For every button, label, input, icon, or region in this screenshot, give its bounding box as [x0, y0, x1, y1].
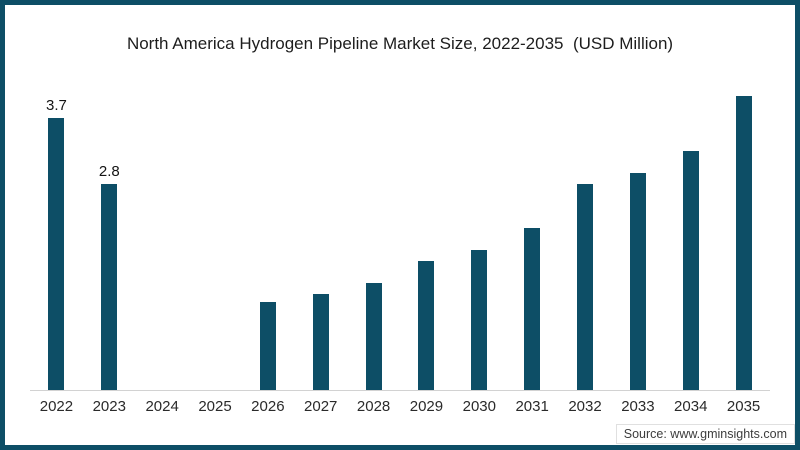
- bar-slot-2030: [453, 66, 506, 390]
- bar-slot-2035: [717, 66, 770, 390]
- x-tick-label-2035: 2035: [726, 398, 761, 415]
- x-tick-label-2028: 2028: [356, 398, 391, 415]
- bar-slot-2027: [294, 66, 347, 390]
- x-tick-label-2033: 2033: [621, 398, 655, 415]
- bar-slot-2029: [400, 66, 453, 390]
- x-tick-label-2031: 2031: [515, 398, 549, 415]
- x-tick-label-2027: 2027: [304, 398, 338, 415]
- x-tick-label-2034: 2034: [674, 398, 708, 415]
- source-box: Source: www.gminsights.com: [615, 424, 795, 444]
- bar-slot-2024: [136, 66, 189, 390]
- bar-2023: [101, 183, 118, 390]
- bar-2029: [418, 261, 435, 390]
- bar-2035: [735, 95, 752, 390]
- bar-slot-2026: [241, 66, 294, 390]
- bar-2033: [629, 172, 646, 390]
- x-tick-label-2026: 2026: [251, 398, 285, 415]
- bar-slot-2034: [664, 66, 717, 390]
- x-tick-label-2029: 2029: [409, 398, 444, 415]
- chart-title: North America Hydrogen Pipeline Market S…: [126, 34, 674, 53]
- bar-slot-2033: [611, 66, 664, 390]
- bar-2028: [365, 283, 382, 390]
- x-axis-line: [30, 390, 770, 391]
- bar-2027: [312, 294, 329, 390]
- bar-slot-2032: [559, 66, 612, 390]
- bar-slot-2028: [347, 66, 400, 390]
- x-tick-label-2023: 2023: [92, 398, 126, 415]
- bar-slot-2022: 3.7: [30, 66, 83, 390]
- bar-value-label-2022: 3.7: [46, 96, 67, 114]
- bar-2030: [471, 250, 488, 390]
- x-tick-label-2032: 2032: [568, 398, 602, 415]
- x-axis-labels: 2022 2023 2024 2025 2026 2027 2028 2029 2030 2031…: [30, 398, 770, 415]
- bar-2026: [259, 301, 276, 390]
- bars-area: 3.7 2.8: [30, 66, 770, 390]
- bar-value-label-2023: 2.8: [98, 162, 120, 180]
- source-text: Source: www.gminsights.com: [623, 427, 787, 441]
- bar-2032: [577, 183, 594, 390]
- bar-slot-2031: [506, 66, 559, 390]
- bar-2034: [682, 150, 699, 390]
- bar-slot-2023: 2.8: [83, 66, 136, 390]
- x-tick-label-2024: 2024: [145, 398, 179, 415]
- x-tick-label-2022: 2022: [39, 398, 74, 415]
- bar-2022: [48, 117, 65, 390]
- x-tick-label-2030: 2030: [462, 398, 496, 415]
- bar-2031: [524, 228, 541, 390]
- bar-slot-2025: [189, 66, 242, 390]
- x-tick-label-2025: 2025: [198, 398, 232, 415]
